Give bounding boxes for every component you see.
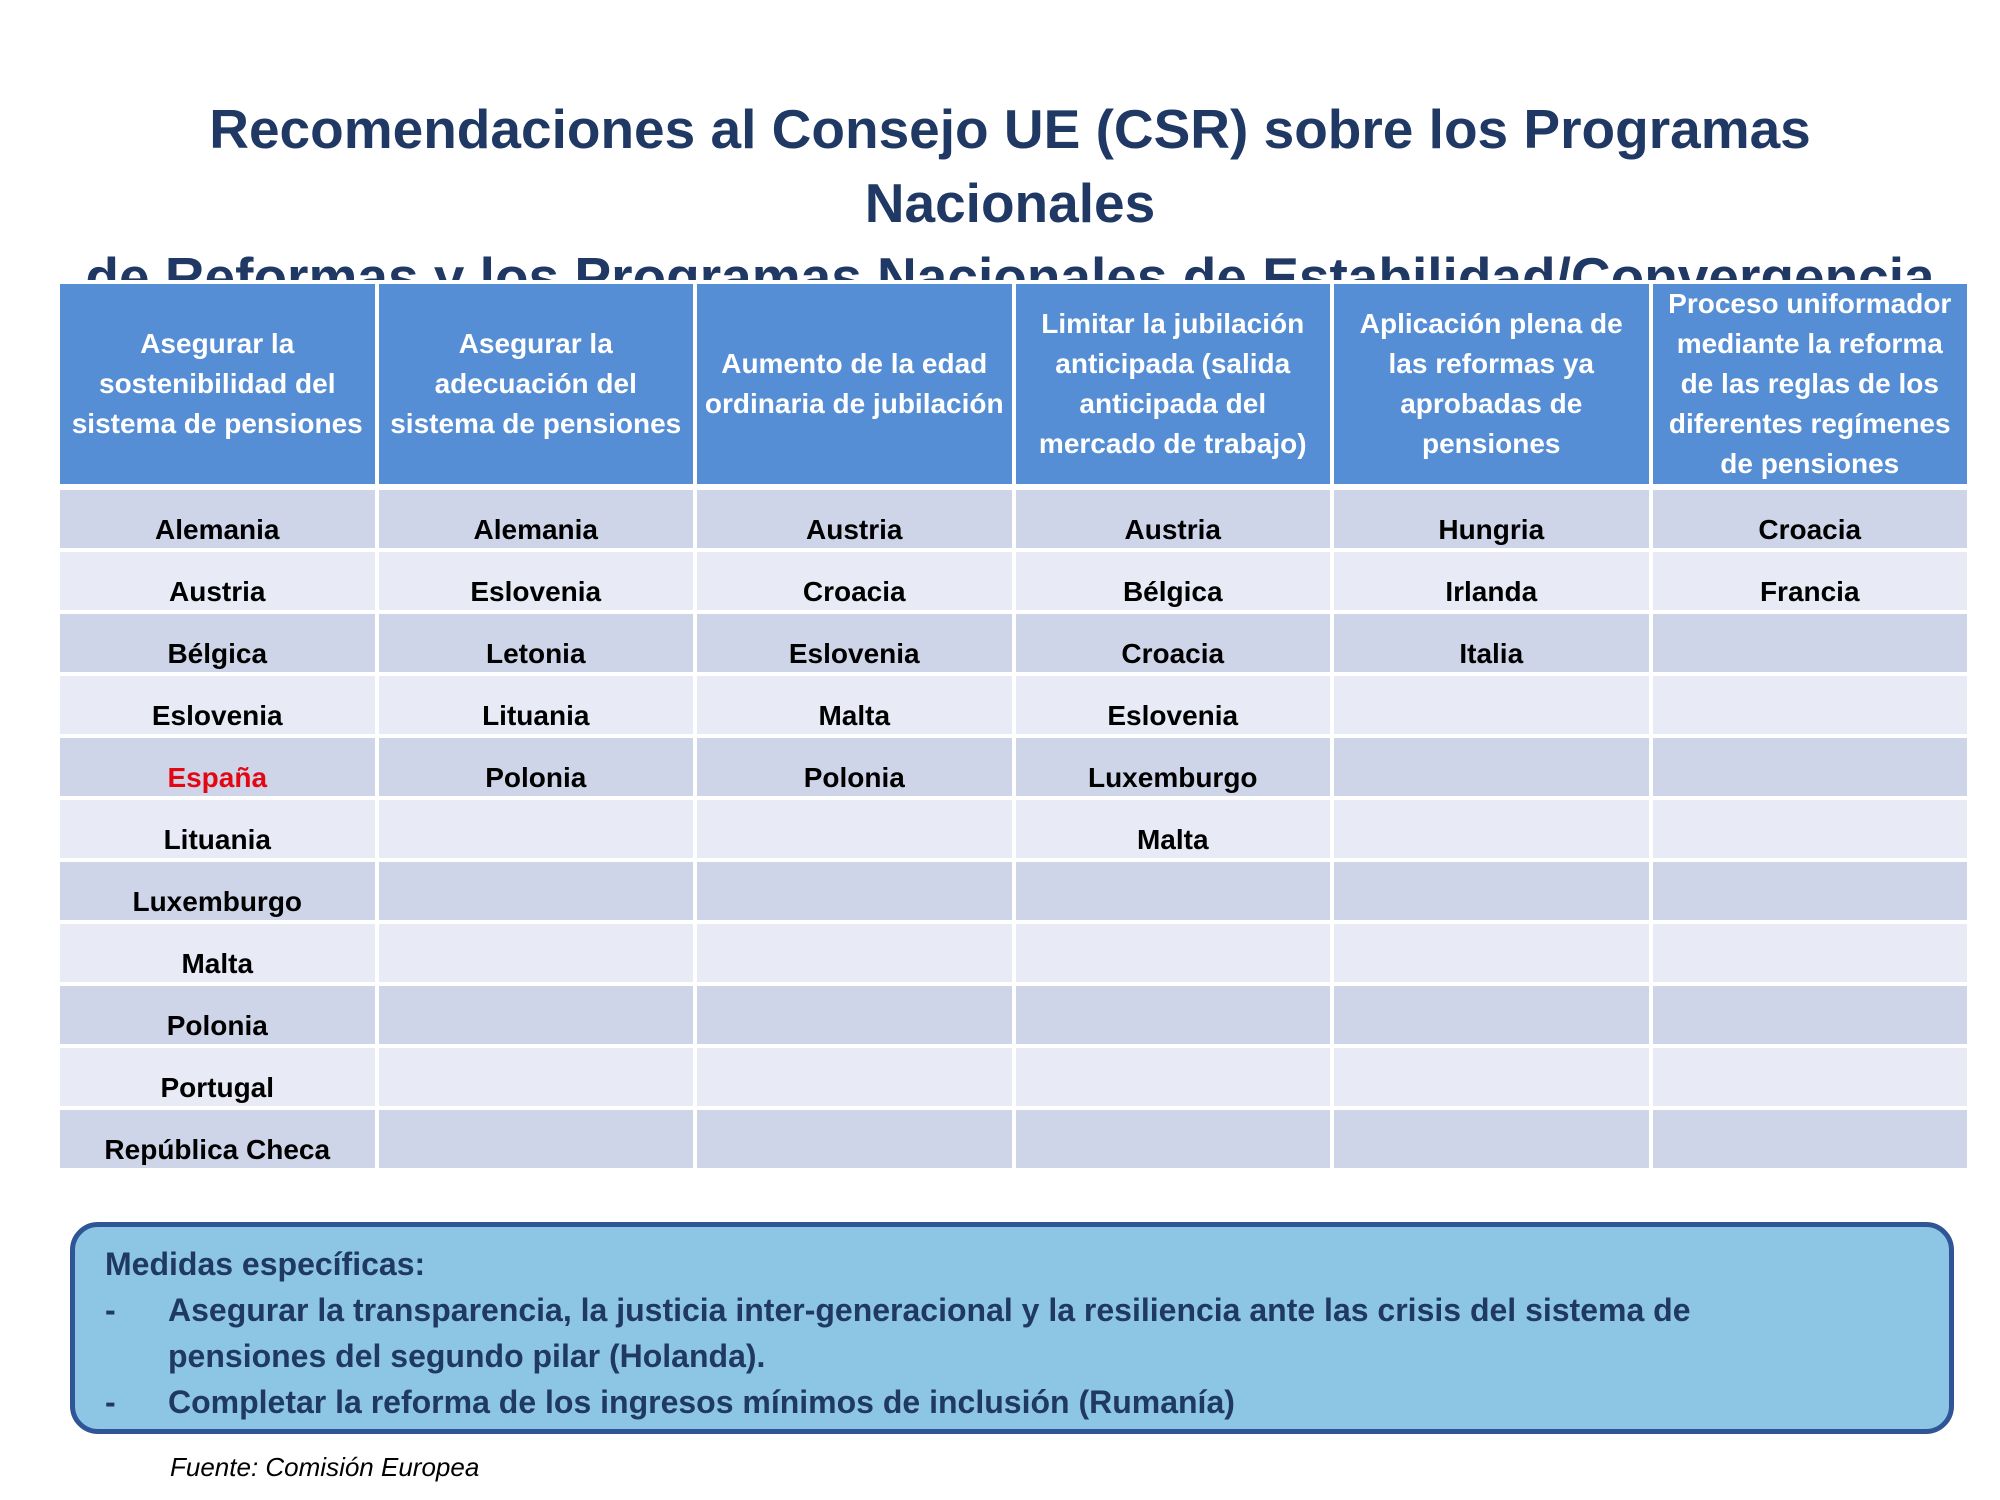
table-cell: Eslovenia bbox=[693, 610, 1016, 676]
table-cell bbox=[1648, 858, 1971, 924]
table-cell bbox=[1648, 672, 1971, 738]
table-cell: Italia bbox=[1330, 610, 1653, 676]
bullet-dash: - bbox=[105, 1292, 116, 1328]
table-cell bbox=[1648, 796, 1971, 862]
table-cell bbox=[374, 1106, 697, 1172]
table-row: Austria Eslovenia Croacia Bélgica Irland… bbox=[56, 548, 1971, 614]
table-cell bbox=[374, 796, 697, 862]
table-cell: Eslovenia bbox=[1011, 672, 1334, 738]
source-note: Fuente: Comisión Europea bbox=[170, 1452, 480, 1482]
table-row: Luxemburgo bbox=[56, 858, 1971, 924]
table-cell: Eslovenia bbox=[374, 548, 697, 614]
table-header-row: Asegurar la sostenibilidad del sistema d… bbox=[56, 280, 1971, 490]
table-cell: Eslovenia bbox=[56, 672, 379, 738]
header-retirement-age: Aumento de la edad ordinaria de jubilaci… bbox=[693, 280, 1016, 490]
table-cell bbox=[1011, 920, 1334, 986]
table-cell: Bélgica bbox=[1011, 548, 1334, 614]
table-cell bbox=[1330, 734, 1653, 800]
table-cell bbox=[693, 982, 1016, 1048]
table-cell: Malta bbox=[56, 920, 379, 986]
table-cell bbox=[1648, 1044, 1971, 1110]
table-cell: Croacia bbox=[1648, 485, 1971, 552]
table-cell bbox=[1011, 1044, 1334, 1110]
table-cell bbox=[1648, 610, 1971, 676]
table-cell: Austria bbox=[693, 485, 1016, 552]
table-cell: Lituania bbox=[56, 796, 379, 862]
table-cell bbox=[693, 796, 1016, 862]
table-cell: Croacia bbox=[693, 548, 1016, 614]
header-adequacy: Asegurar la adecuación del sistema de pe… bbox=[374, 280, 697, 490]
table-row: Lituania Malta bbox=[56, 796, 1971, 862]
table-cell: Luxemburgo bbox=[56, 858, 379, 924]
table-row: República Checa bbox=[56, 1106, 1971, 1172]
table-cell: Polonia bbox=[56, 982, 379, 1048]
table-cell bbox=[1648, 920, 1971, 986]
table-cell: Austria bbox=[1011, 485, 1334, 552]
table-cell: República Checa bbox=[56, 1106, 379, 1172]
table-cell bbox=[1648, 1106, 1971, 1172]
header-sustainability: Asegurar la sostenibilidad del sistema d… bbox=[56, 280, 379, 490]
table-cell bbox=[693, 858, 1016, 924]
table-cell bbox=[1330, 1106, 1653, 1172]
table-row: España Polonia Polonia Luxemburgo bbox=[56, 734, 1971, 800]
table-cell: Croacia bbox=[1011, 610, 1334, 676]
table-cell: Francia bbox=[1648, 548, 1971, 614]
measure-item: - Asegurar la transparencia, la justicia… bbox=[105, 1287, 1919, 1379]
table-cell: Letonia bbox=[374, 610, 697, 676]
specific-measures-box: Medidas específicas: - Asegurar la trans… bbox=[70, 1222, 1954, 1434]
table-cell: Malta bbox=[1011, 796, 1334, 862]
measure-item: - Completar la reforma de los ingresos m… bbox=[105, 1379, 1919, 1425]
table-cell: Polonia bbox=[374, 734, 697, 800]
table-cell bbox=[1330, 672, 1653, 738]
table-cell bbox=[693, 1106, 1016, 1172]
table-row: Portugal bbox=[56, 1044, 1971, 1110]
table-row: Polonia bbox=[56, 982, 1971, 1048]
table-cell: Portugal bbox=[56, 1044, 379, 1110]
table-cell bbox=[1330, 982, 1653, 1048]
table-cell bbox=[374, 920, 697, 986]
table-cell: Irlanda bbox=[1330, 548, 1653, 614]
table-cell: Alemania bbox=[56, 485, 379, 552]
table-cell bbox=[693, 1044, 1016, 1110]
table-cell bbox=[374, 1044, 697, 1110]
table-cell bbox=[1330, 796, 1653, 862]
measure-text: Completar la reforma de los ingresos mín… bbox=[168, 1384, 1235, 1420]
measures-heading: Medidas específicas: bbox=[105, 1246, 426, 1282]
table-cell bbox=[1011, 858, 1334, 924]
table-row: Alemania Alemania Austria Austria Hungri… bbox=[56, 485, 1971, 552]
bullet-dash: - bbox=[105, 1384, 116, 1420]
table-cell bbox=[1330, 858, 1653, 924]
table-row: Bélgica Letonia Eslovenia Croacia Italia bbox=[56, 610, 1971, 676]
table-cell: Bélgica bbox=[56, 610, 379, 676]
measure-text: Asegurar la transparencia, la justicia i… bbox=[168, 1292, 1691, 1374]
table-cell bbox=[1011, 1106, 1334, 1172]
table-row: Eslovenia Lituania Malta Eslovenia bbox=[56, 672, 1971, 738]
table-cell bbox=[374, 982, 697, 1048]
table-cell bbox=[1330, 1044, 1653, 1110]
table-cell: Alemania bbox=[374, 485, 697, 552]
table-cell bbox=[1648, 982, 1971, 1048]
recommendations-table: Asegurar la sostenibilidad del sistema d… bbox=[56, 280, 1971, 1172]
table-cell: Lituania bbox=[374, 672, 697, 738]
table-cell: Hungria bbox=[1330, 485, 1653, 552]
table-cell: Malta bbox=[693, 672, 1016, 738]
table-cell bbox=[1330, 920, 1653, 986]
table-cell: Austria bbox=[56, 548, 379, 614]
table-cell: Luxemburgo bbox=[1011, 734, 1334, 800]
title-line-1: Recomendaciones al Consejo UE (CSR) sobr… bbox=[209, 98, 1811, 234]
table-cell bbox=[1011, 982, 1334, 1048]
table-cell bbox=[374, 858, 697, 924]
table-row: Malta bbox=[56, 920, 1971, 986]
header-full-application: Aplicación plena de las reformas ya apro… bbox=[1330, 280, 1653, 490]
header-uniformization: Proceso uniformador mediante la reforma … bbox=[1648, 280, 1971, 490]
header-early-retirement: Limitar la jubilación anticipada (salida… bbox=[1011, 280, 1334, 490]
table-cell-highlighted: España bbox=[56, 734, 379, 800]
table-cell: Polonia bbox=[693, 734, 1016, 800]
table-cell bbox=[1648, 734, 1971, 800]
table-cell bbox=[693, 920, 1016, 986]
